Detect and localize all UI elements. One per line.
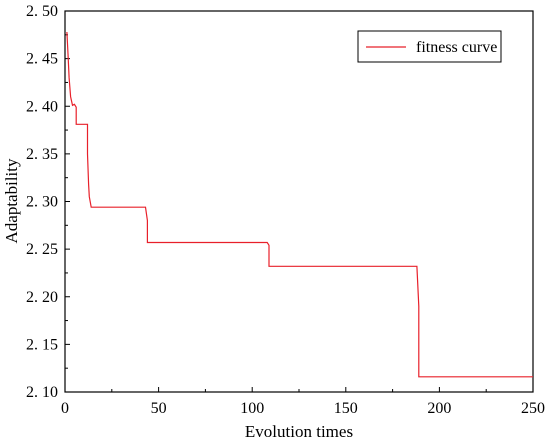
plot-frame xyxy=(64,10,534,393)
x-tick-label: 250 xyxy=(521,400,545,417)
y-tick-label: 2. 20 xyxy=(26,289,58,306)
y-tick-label: 2. 25 xyxy=(26,241,58,258)
x-tick-label: 100 xyxy=(240,400,264,417)
x-tick-label: 50 xyxy=(151,400,167,417)
y-tick-label: 2. 40 xyxy=(26,98,58,115)
y-tick-label: 2. 45 xyxy=(26,51,58,68)
x-axis-label: Evolution times xyxy=(245,422,353,441)
x-axis: 0 50 100 150 200 250 xyxy=(61,387,545,417)
y-tick-label: 2. 15 xyxy=(26,336,58,353)
legend: fitness curve xyxy=(357,30,502,63)
y-tick-label: 2. 35 xyxy=(26,146,58,163)
x-tick-label: 200 xyxy=(427,400,451,417)
y-axis: 2. 10 2. 15 2. 20 2. 25 2. 30 2. 35 2. 40 2. 45… xyxy=(26,3,70,401)
legend-label: fitness curve xyxy=(416,39,497,56)
y-axis-label: Adaptability xyxy=(2,158,21,243)
y-tick-label: 2. 30 xyxy=(26,194,58,211)
x-tick-label: 150 xyxy=(334,400,358,417)
y-tick-label: 2. 10 xyxy=(26,384,58,401)
y-tick-label: 2. 50 xyxy=(26,3,58,20)
x-tick-label: 0 xyxy=(61,400,69,417)
fitness-curve-line xyxy=(66,31,533,378)
